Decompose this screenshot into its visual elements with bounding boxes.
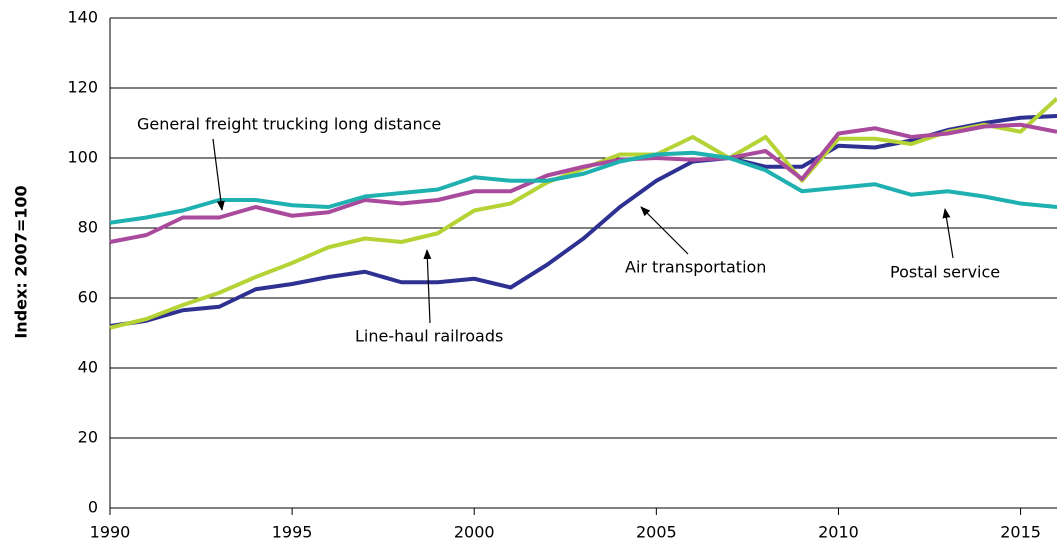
x-tick-label: 1995 (272, 523, 313, 542)
annotation: Air transportation (625, 258, 766, 277)
y-tick-label: 100 (67, 148, 98, 167)
x-tick-label: 2015 (1000, 523, 1041, 542)
annotation-arrow (942, 208, 954, 259)
annotation: Line-haul railroads (355, 327, 503, 346)
y-tick-label: 120 (67, 78, 98, 97)
x-tick-label: 1990 (90, 523, 131, 542)
annotation-arrow (423, 249, 432, 324)
y-tick-label: 60 (78, 288, 98, 307)
y-tick-label: 40 (78, 358, 98, 377)
annotation-arrow (640, 206, 689, 255)
x-tick-label: 2005 (636, 523, 677, 542)
series-line (109, 122, 1057, 244)
annotation: General freight trucking long distance (137, 115, 441, 134)
x-tick-label: 2000 (454, 523, 495, 542)
annotation-arrow (212, 138, 225, 211)
y-tick-label: 20 (78, 428, 98, 447)
y-tick-label: 80 (78, 218, 98, 237)
series-line (109, 114, 1057, 328)
series-line (109, 150, 1057, 225)
y-tick-label: 0 (88, 498, 98, 517)
x-tick-label: 2010 (818, 523, 859, 542)
annotation: Postal service (890, 263, 1000, 282)
y-tick-label: 140 (67, 8, 98, 27)
y-axis-label: Index: 2007=100 (12, 185, 31, 338)
